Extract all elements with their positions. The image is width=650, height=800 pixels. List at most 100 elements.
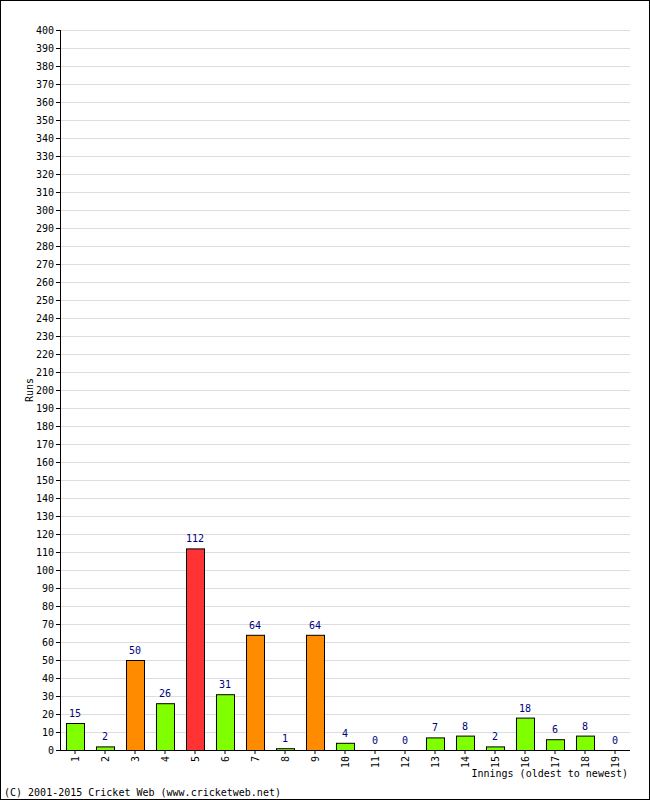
y-tick-label: 340 bbox=[36, 133, 54, 144]
bar bbox=[487, 747, 505, 750]
data-label: 64 bbox=[309, 620, 321, 631]
x-tick bbox=[585, 750, 586, 754]
bar bbox=[457, 736, 475, 750]
bar bbox=[517, 718, 535, 750]
y-tick bbox=[56, 138, 60, 139]
footer: (C) 2001-2015 Cricket Web (www.cricketwe… bbox=[4, 787, 281, 798]
grid-line bbox=[60, 642, 630, 643]
x-tick bbox=[465, 750, 466, 754]
y-tick bbox=[56, 300, 60, 301]
y-tick bbox=[56, 426, 60, 427]
data-label: 31 bbox=[219, 679, 231, 690]
x-tick bbox=[615, 750, 616, 754]
grid-line bbox=[60, 102, 630, 103]
bar bbox=[187, 549, 205, 750]
x-tick-label: 8 bbox=[280, 756, 291, 762]
y-tick-label: 90 bbox=[42, 583, 54, 594]
x-tick-label: 18 bbox=[580, 756, 591, 768]
bars bbox=[67, 549, 595, 750]
y-tick-label: 250 bbox=[36, 295, 54, 306]
bar bbox=[217, 695, 235, 750]
y-tick bbox=[56, 714, 60, 715]
y-tick bbox=[56, 588, 60, 589]
grid-line bbox=[60, 336, 630, 337]
y-tick-label: 290 bbox=[36, 223, 54, 234]
x-tick-label: 17 bbox=[550, 756, 561, 768]
x-tick-label: 11 bbox=[370, 756, 381, 768]
data-label: 26 bbox=[159, 688, 171, 699]
grid-line bbox=[60, 660, 630, 661]
data-label: 15 bbox=[69, 708, 81, 719]
y-tick-label: 220 bbox=[36, 349, 54, 360]
y-tick-label: 380 bbox=[36, 61, 54, 72]
grid-line bbox=[60, 390, 630, 391]
y-tick bbox=[56, 606, 60, 607]
y-tick-label: 210 bbox=[36, 367, 54, 378]
grid-line bbox=[60, 246, 630, 247]
x-tick-label: 3 bbox=[130, 756, 141, 762]
grid-line bbox=[60, 372, 630, 373]
y-tick bbox=[56, 462, 60, 463]
grid-line bbox=[60, 300, 630, 301]
data-label: 0 bbox=[372, 735, 378, 746]
y-tick-label: 180 bbox=[36, 421, 54, 432]
grid-line bbox=[60, 264, 630, 265]
y-tick bbox=[56, 480, 60, 481]
y-tick bbox=[56, 264, 60, 265]
grid-line bbox=[60, 120, 630, 121]
data-label: 4 bbox=[342, 728, 348, 739]
grid-line bbox=[60, 426, 630, 427]
y-tick-label: 280 bbox=[36, 241, 54, 252]
x-tick-label: 6 bbox=[220, 756, 231, 762]
y-tick bbox=[56, 678, 60, 679]
grid-line bbox=[60, 228, 630, 229]
y-tick bbox=[56, 750, 60, 751]
x-tick-label: 5 bbox=[190, 756, 201, 762]
y-tick bbox=[56, 552, 60, 553]
y-tick-label: 30 bbox=[42, 691, 54, 702]
x-tick bbox=[225, 750, 226, 754]
bar bbox=[547, 740, 565, 750]
y-tick-label: 400 bbox=[36, 25, 54, 36]
bar bbox=[157, 704, 175, 750]
x-tick bbox=[75, 750, 76, 754]
y-tick bbox=[56, 336, 60, 337]
y-tick bbox=[56, 660, 60, 661]
x-tick-label: 13 bbox=[430, 756, 441, 768]
y-tick-label: 330 bbox=[36, 151, 54, 162]
x-tick bbox=[555, 750, 556, 754]
x-tick-label: 15 bbox=[490, 756, 501, 768]
y-tick bbox=[56, 210, 60, 211]
bar bbox=[337, 743, 355, 750]
x-tick bbox=[135, 750, 136, 754]
grid-line bbox=[60, 678, 630, 679]
y-tick-label: 60 bbox=[42, 637, 54, 648]
grid bbox=[60, 31, 630, 751]
y-tick-label: 20 bbox=[42, 709, 54, 720]
y-tick bbox=[56, 84, 60, 85]
x-tick bbox=[255, 750, 256, 754]
grid-line bbox=[60, 210, 630, 211]
y-axis bbox=[60, 30, 61, 750]
y-tick-label: 360 bbox=[36, 97, 54, 108]
bar bbox=[127, 661, 145, 751]
y-tick-label: 190 bbox=[36, 403, 54, 414]
y-tick-label: 300 bbox=[36, 205, 54, 216]
y-tick-label: 270 bbox=[36, 259, 54, 270]
grid-line bbox=[60, 516, 630, 517]
x-tick-label: 16 bbox=[520, 756, 531, 768]
y-tick bbox=[56, 498, 60, 499]
x-tick-label: 1 bbox=[70, 756, 81, 762]
y-tick-label: 170 bbox=[36, 439, 54, 450]
y-tick bbox=[56, 192, 60, 193]
y-tick-label: 0 bbox=[48, 745, 54, 756]
data-label: 8 bbox=[582, 721, 588, 732]
y-tick-label: 130 bbox=[36, 511, 54, 522]
bar bbox=[97, 747, 115, 750]
x-tick bbox=[285, 750, 286, 754]
x-tick bbox=[405, 750, 406, 754]
y-tick bbox=[56, 282, 60, 283]
y-tick-label: 240 bbox=[36, 313, 54, 324]
grid-line bbox=[60, 30, 630, 31]
x-tick bbox=[345, 750, 346, 754]
